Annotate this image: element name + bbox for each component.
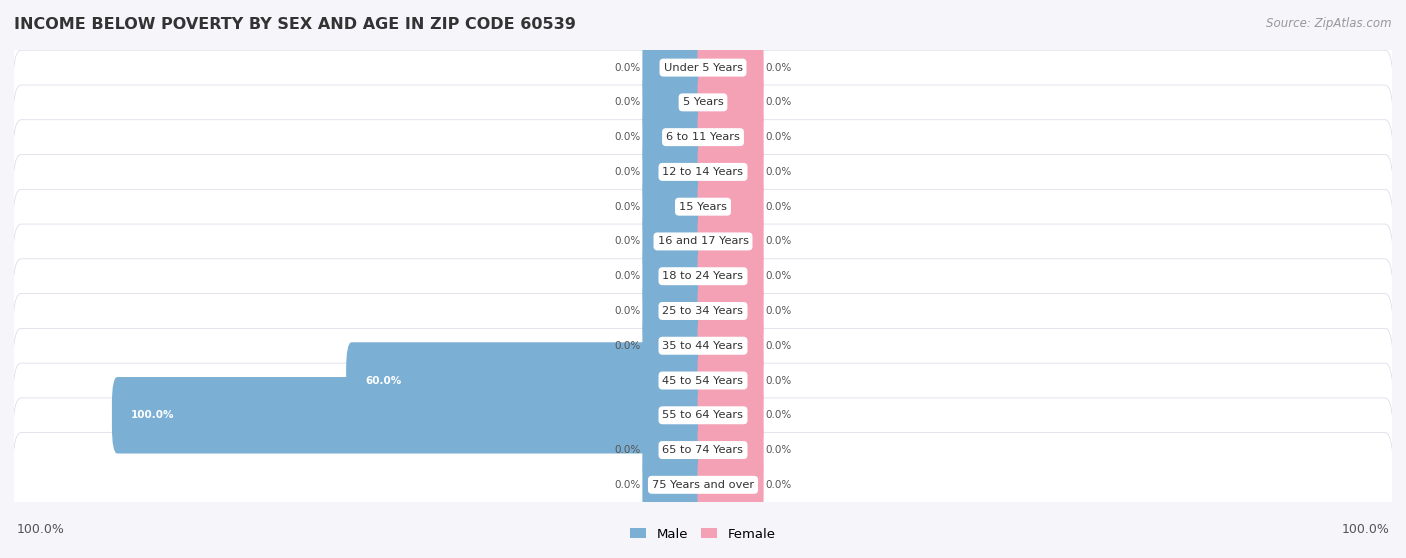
FancyBboxPatch shape bbox=[643, 446, 709, 523]
FancyBboxPatch shape bbox=[643, 273, 709, 349]
Text: 0.0%: 0.0% bbox=[765, 167, 792, 177]
FancyBboxPatch shape bbox=[697, 307, 763, 384]
Text: 0.0%: 0.0% bbox=[765, 62, 792, 73]
Text: 0.0%: 0.0% bbox=[765, 201, 792, 211]
Bar bbox=[14, 363, 1392, 398]
FancyBboxPatch shape bbox=[697, 446, 763, 523]
Bar bbox=[14, 259, 1392, 294]
Text: 0.0%: 0.0% bbox=[614, 201, 641, 211]
Text: 0.0%: 0.0% bbox=[614, 306, 641, 316]
Text: 60.0%: 60.0% bbox=[366, 376, 402, 386]
Bar bbox=[14, 189, 1392, 224]
FancyBboxPatch shape bbox=[697, 412, 763, 488]
Bar bbox=[14, 328, 1392, 363]
Text: 25 to 34 Years: 25 to 34 Years bbox=[662, 306, 744, 316]
Text: 0.0%: 0.0% bbox=[765, 237, 792, 247]
Bar bbox=[14, 432, 1392, 468]
FancyBboxPatch shape bbox=[697, 238, 763, 315]
Text: 0.0%: 0.0% bbox=[765, 271, 792, 281]
Bar bbox=[14, 120, 1392, 155]
FancyBboxPatch shape bbox=[643, 238, 709, 315]
FancyBboxPatch shape bbox=[643, 307, 709, 384]
FancyBboxPatch shape bbox=[13, 85, 1393, 189]
FancyBboxPatch shape bbox=[643, 30, 709, 106]
FancyBboxPatch shape bbox=[112, 377, 709, 454]
Text: 0.0%: 0.0% bbox=[614, 445, 641, 455]
Bar bbox=[14, 224, 1392, 259]
Bar bbox=[14, 468, 1392, 502]
Bar bbox=[14, 155, 1392, 189]
FancyBboxPatch shape bbox=[697, 377, 763, 454]
Text: Source: ZipAtlas.com: Source: ZipAtlas.com bbox=[1267, 17, 1392, 30]
Text: 35 to 44 Years: 35 to 44 Years bbox=[662, 341, 744, 351]
FancyBboxPatch shape bbox=[13, 189, 1393, 294]
Text: 18 to 24 Years: 18 to 24 Years bbox=[662, 271, 744, 281]
Text: 55 to 64 Years: 55 to 64 Years bbox=[662, 410, 744, 420]
Text: 0.0%: 0.0% bbox=[765, 341, 792, 351]
FancyBboxPatch shape bbox=[13, 16, 1393, 120]
Bar bbox=[14, 50, 1392, 85]
FancyBboxPatch shape bbox=[13, 328, 1393, 432]
Text: 0.0%: 0.0% bbox=[765, 445, 792, 455]
FancyBboxPatch shape bbox=[697, 273, 763, 349]
FancyBboxPatch shape bbox=[13, 50, 1393, 155]
FancyBboxPatch shape bbox=[697, 134, 763, 210]
Text: INCOME BELOW POVERTY BY SEX AND AGE IN ZIP CODE 60539: INCOME BELOW POVERTY BY SEX AND AGE IN Z… bbox=[14, 17, 576, 32]
Text: 0.0%: 0.0% bbox=[614, 98, 641, 107]
FancyBboxPatch shape bbox=[13, 294, 1393, 398]
Bar bbox=[14, 85, 1392, 120]
Text: 0.0%: 0.0% bbox=[765, 480, 792, 490]
Text: 0.0%: 0.0% bbox=[614, 62, 641, 73]
Text: 75 Years and over: 75 Years and over bbox=[652, 480, 754, 490]
Text: 100.0%: 100.0% bbox=[131, 410, 174, 420]
FancyBboxPatch shape bbox=[697, 169, 763, 245]
FancyBboxPatch shape bbox=[13, 398, 1393, 502]
Legend: Male, Female: Male, Female bbox=[626, 522, 780, 546]
Text: 16 and 17 Years: 16 and 17 Years bbox=[658, 237, 748, 247]
Text: 15 Years: 15 Years bbox=[679, 201, 727, 211]
Text: 0.0%: 0.0% bbox=[614, 167, 641, 177]
Text: 65 to 74 Years: 65 to 74 Years bbox=[662, 445, 744, 455]
Text: 0.0%: 0.0% bbox=[614, 341, 641, 351]
Text: 12 to 14 Years: 12 to 14 Years bbox=[662, 167, 744, 177]
FancyBboxPatch shape bbox=[697, 342, 763, 418]
FancyBboxPatch shape bbox=[13, 259, 1393, 363]
FancyBboxPatch shape bbox=[13, 224, 1393, 328]
Text: 0.0%: 0.0% bbox=[614, 480, 641, 490]
Text: 0.0%: 0.0% bbox=[765, 410, 792, 420]
FancyBboxPatch shape bbox=[346, 342, 709, 418]
Bar bbox=[14, 398, 1392, 432]
Text: 100.0%: 100.0% bbox=[17, 523, 65, 536]
Text: 0.0%: 0.0% bbox=[765, 132, 792, 142]
FancyBboxPatch shape bbox=[643, 412, 709, 488]
Text: 0.0%: 0.0% bbox=[614, 237, 641, 247]
FancyBboxPatch shape bbox=[13, 155, 1393, 259]
Text: 0.0%: 0.0% bbox=[765, 376, 792, 386]
FancyBboxPatch shape bbox=[643, 203, 709, 280]
FancyBboxPatch shape bbox=[643, 64, 709, 141]
Text: 45 to 54 Years: 45 to 54 Years bbox=[662, 376, 744, 386]
Text: 5 Years: 5 Years bbox=[683, 98, 723, 107]
FancyBboxPatch shape bbox=[697, 99, 763, 175]
FancyBboxPatch shape bbox=[697, 203, 763, 280]
Text: 100.0%: 100.0% bbox=[1341, 523, 1389, 536]
FancyBboxPatch shape bbox=[643, 134, 709, 210]
FancyBboxPatch shape bbox=[697, 64, 763, 141]
Text: Under 5 Years: Under 5 Years bbox=[664, 62, 742, 73]
Bar bbox=[14, 294, 1392, 328]
Text: 0.0%: 0.0% bbox=[765, 98, 792, 107]
FancyBboxPatch shape bbox=[13, 363, 1393, 468]
Text: 0.0%: 0.0% bbox=[614, 132, 641, 142]
FancyBboxPatch shape bbox=[697, 30, 763, 106]
Text: 0.0%: 0.0% bbox=[765, 306, 792, 316]
FancyBboxPatch shape bbox=[13, 120, 1393, 224]
Text: 0.0%: 0.0% bbox=[614, 271, 641, 281]
FancyBboxPatch shape bbox=[13, 432, 1393, 537]
Text: 6 to 11 Years: 6 to 11 Years bbox=[666, 132, 740, 142]
FancyBboxPatch shape bbox=[643, 99, 709, 175]
FancyBboxPatch shape bbox=[643, 169, 709, 245]
